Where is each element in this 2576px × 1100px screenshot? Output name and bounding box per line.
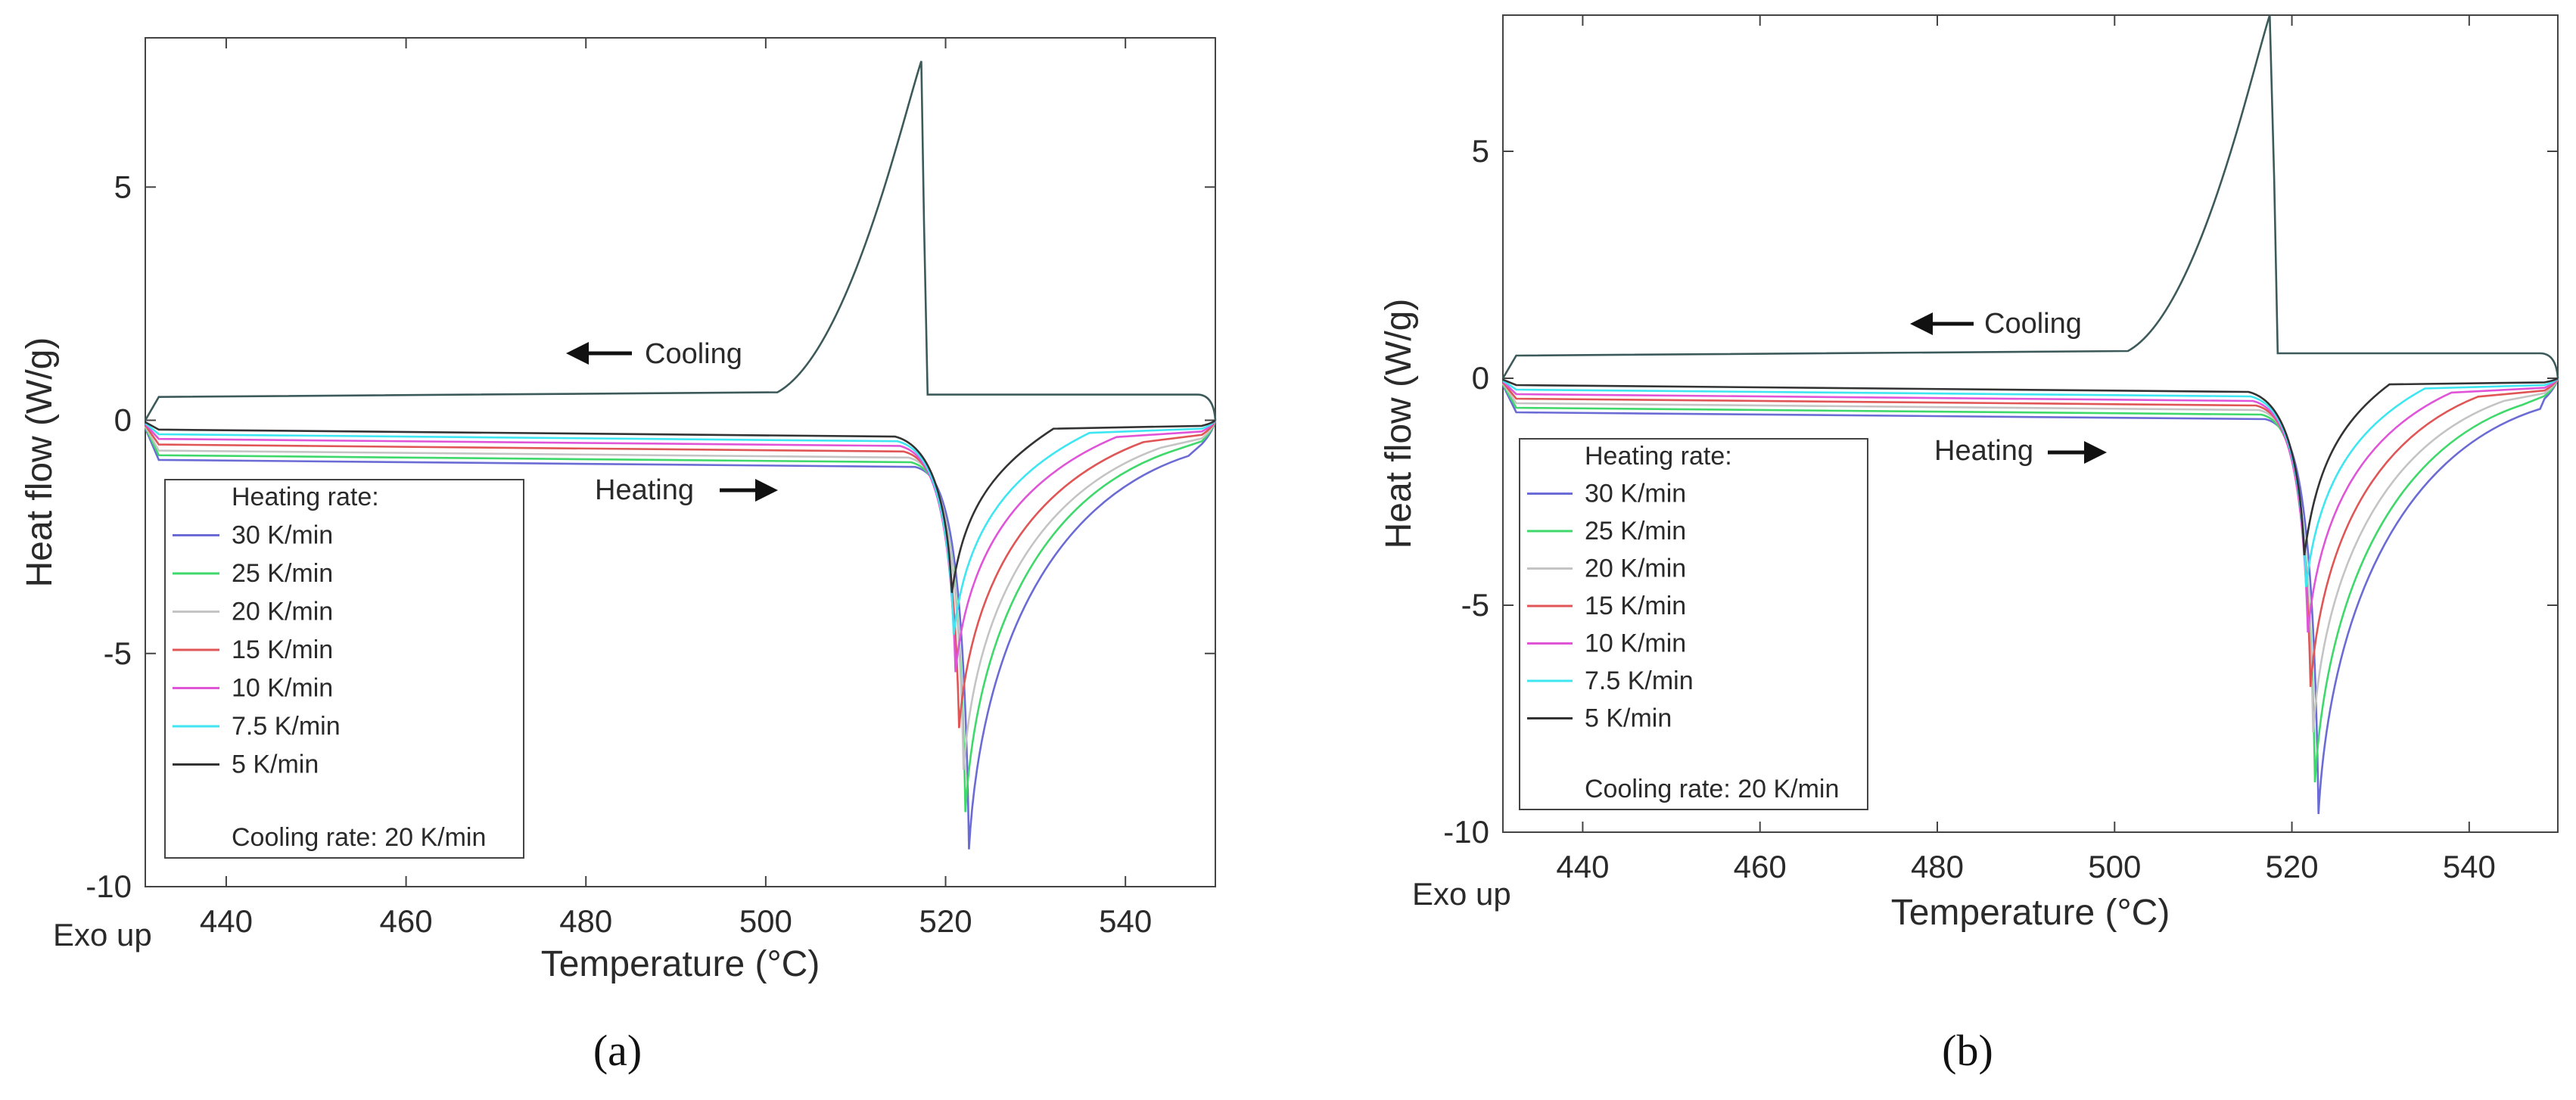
panel-a: 5 0 -5 -10 440 460 480 500 520 540 Heat flow (W/… [20,37,1217,1075]
y-axis-title: Heat flow (W/g) [1379,299,1419,549]
plot-frame [145,37,1216,887]
legend-label: 15 K/min [232,635,333,664]
legend-box [1519,438,1868,810]
x-tick-label: 520 [2266,849,2319,884]
cooling-curve [1501,14,2559,379]
legend-label: 20 K/min [1585,555,1686,583]
panel-label-b: (b) [1942,1026,1993,1075]
legend-items: 30 K/min 25 K/min 20 K/min 15 K/min 10 K/min… [173,521,341,779]
y-tick-label: -5 [104,635,132,671]
x-axis-title: Temperature (°C) [541,944,820,984]
cooling-label: Cooling [645,338,742,370]
curves [144,61,1217,850]
y-tick-label: -10 [1443,814,1489,850]
legend-items: 30 K/min 25 K/min 20 K/min 15 K/min 10 K/min… [1527,480,1694,733]
legend-label: 20 K/min [232,598,333,626]
heating-curve-5-kmin [145,419,1216,593]
x-tick-label: 540 [1099,903,1152,939]
legend-label: 25 K/min [232,559,333,588]
legend-label: 10 K/min [232,674,333,703]
heating-curve-30-kmin [144,420,1217,850]
heating-curve-10-kmin [145,419,1217,673]
heating-annotation: Heating [595,474,778,506]
cooling-annotation: Cooling [1910,308,2082,340]
y-axis-title: Heat flow (W/g) [20,337,60,588]
heating-arrow-head [2084,441,2107,464]
legend-label: 5 K/min [1585,704,1672,733]
y-tick-label: 0 [114,402,132,438]
cooling-arrow-head [1910,312,1933,335]
legend-title: Heating rate: [1585,442,1732,471]
x-tick-label: 440 [1556,849,1609,884]
legend-label: 30 K/min [232,521,333,550]
heating-curve-7.5-kmin [145,419,1217,635]
x-tick-label: 500 [2088,849,2141,884]
cooling-arrow-head [566,342,589,365]
legend-label: 5 K/min [232,750,319,779]
y-tick-label: 5 [114,169,132,204]
heating-arrow-head [755,479,778,502]
x-tick-label: 500 [739,903,792,939]
legend-label: 15 K/min [1585,592,1686,620]
x-tick-label: 460 [1734,849,1787,884]
legend-label: 25 K/min [1585,517,1686,545]
heating-label: Heating [595,474,694,506]
x-ticks: 440 460 480 500 520 540 [200,38,1152,939]
panel-label-a: (a) [593,1026,642,1075]
x-tick-label: 480 [559,903,612,939]
x-tick-label: 460 [380,903,433,939]
heating-curve-7.5-kmin [1502,378,2559,588]
cooling-label: Cooling [1984,308,2082,340]
legend: Heating rate: 30 K/min 25 K/min 20 K/min 15… [164,479,524,859]
panel-b: 5 0 -5 -10 440 460 480 500 520 540 Heat flow (W/… [1379,14,2559,1075]
legend-title: Heating rate: [232,483,379,511]
cooling-annotation: Cooling [566,338,742,370]
cooling-curve [144,61,1217,421]
legend-footer: Cooling rate: 20 K/min [232,823,486,852]
y-tick-label: -10 [86,869,132,904]
legend-label: 7.5 K/min [1585,667,1694,695]
x-tick-label: 480 [1911,849,1964,884]
exo-up-label: Exo up [53,917,152,952]
heating-curve-10-kmin [1502,378,2559,633]
x-tick-label: 440 [200,903,253,939]
heating-label: Heating [1934,435,2033,467]
heating-curve-5-kmin [1502,377,2559,556]
heating-annotation: Heating [1934,435,2107,467]
x-ticks: 440 460 480 500 520 540 [1556,15,2496,884]
y-tick-label: 0 [1472,360,1489,396]
exo-up-label: Exo up [1412,876,1511,912]
legend: Heating rate: 30 K/min 25 K/min 20 K/min 15… [1519,438,1868,810]
y-ticks: 5 0 -5 -10 [86,169,1215,904]
y-tick-label: -5 [1461,587,1489,623]
legend-label: 7.5 K/min [232,712,341,741]
y-ticks: 5 0 -5 -10 [1443,133,2558,850]
legend-label: 10 K/min [1585,629,1686,658]
x-axis-title: Temperature (°C) [1891,893,2170,933]
legend-footer: Cooling rate: 20 K/min [1585,775,1839,803]
curves [1501,14,2559,815]
legend-box [164,479,524,859]
plot-frame [1502,14,2559,833]
x-tick-label: 520 [919,903,972,939]
legend-label: 30 K/min [1585,480,1686,508]
x-tick-label: 540 [2443,849,2496,884]
y-tick-label: 5 [1472,133,1489,169]
